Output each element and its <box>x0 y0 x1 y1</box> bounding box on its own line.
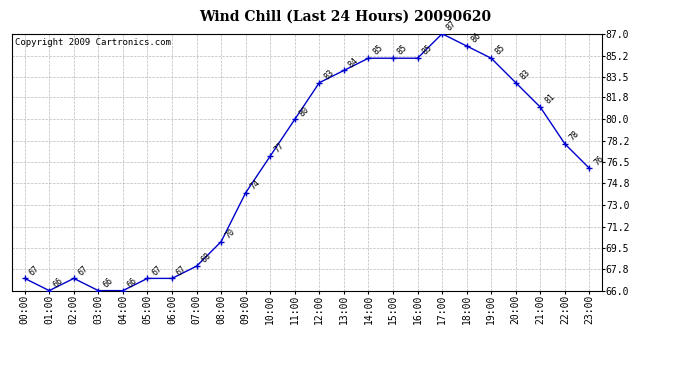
Text: 77: 77 <box>273 141 286 154</box>
Text: 83: 83 <box>322 68 335 81</box>
Text: 76: 76 <box>592 153 606 167</box>
Text: 86: 86 <box>469 31 483 45</box>
Text: 80: 80 <box>297 105 311 118</box>
Text: 70: 70 <box>224 227 237 240</box>
Text: 66: 66 <box>126 276 139 289</box>
Text: 85: 85 <box>494 44 507 57</box>
Text: 81: 81 <box>543 92 557 106</box>
Text: Wind Chill (Last 24 Hours) 20090620: Wind Chill (Last 24 Hours) 20090620 <box>199 9 491 23</box>
Text: 68: 68 <box>199 251 213 265</box>
Text: 67: 67 <box>77 264 90 277</box>
Text: 85: 85 <box>396 44 409 57</box>
Text: 78: 78 <box>568 129 581 142</box>
Text: 66: 66 <box>101 276 115 289</box>
Text: 67: 67 <box>28 264 41 277</box>
Text: 83: 83 <box>518 68 532 81</box>
Text: 87: 87 <box>445 19 458 32</box>
Text: 74: 74 <box>248 178 262 191</box>
Text: 66: 66 <box>52 276 66 289</box>
Text: 84: 84 <box>346 56 360 69</box>
Text: 67: 67 <box>175 264 188 277</box>
Text: 85: 85 <box>371 44 384 57</box>
Text: Copyright 2009 Cartronics.com: Copyright 2009 Cartronics.com <box>15 38 171 46</box>
Text: 67: 67 <box>150 264 164 277</box>
Text: 85: 85 <box>420 44 434 57</box>
